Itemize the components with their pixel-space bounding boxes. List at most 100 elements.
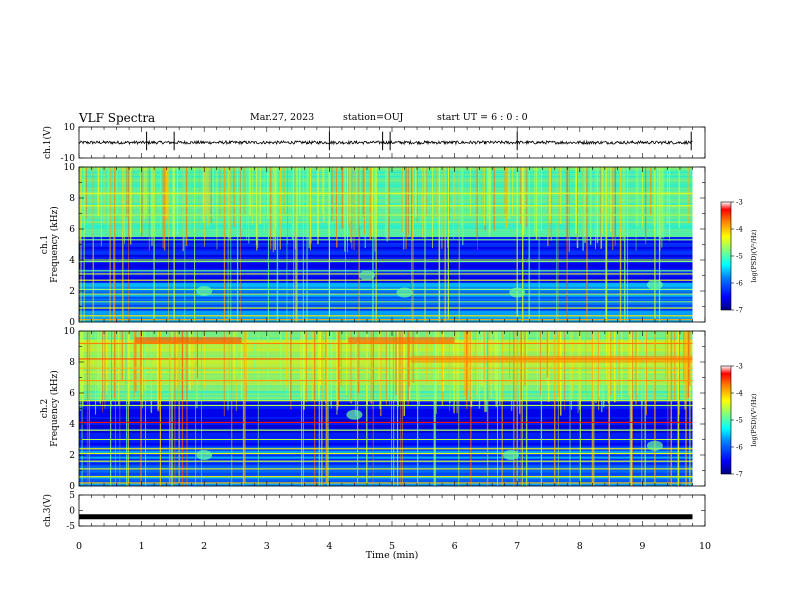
ch1-colorbar-tick-label-0: -3 [736, 199, 743, 207]
spectrogram-band [79, 374, 693, 378]
ch2-spectrogram-tick-label-0: 0 [69, 482, 75, 492]
emission-band-c [410, 355, 693, 363]
spectrogram-band [79, 368, 693, 372]
spectrogram-band [79, 244, 693, 247]
spectrogram-band [79, 310, 693, 313]
date-label: Mar.27, 2023 [250, 112, 315, 123]
x-tick-label-2: 2 [201, 541, 207, 552]
spectrogram-band [79, 462, 693, 465]
spectrogram-band [79, 280, 693, 283]
spectrogram-band [79, 446, 693, 449]
ch2-colorbar-tick-label-2: -5 [736, 417, 743, 425]
x-tick-label-0: 0 [76, 541, 82, 552]
spectrogram-band [79, 372, 693, 376]
spectrogram-band [79, 354, 693, 358]
spectrogram-band [79, 358, 693, 362]
spectrogram-band [79, 248, 693, 251]
spectrogram-band [79, 386, 693, 390]
spectrogram-band [79, 390, 693, 394]
spectrogram-band [79, 296, 693, 299]
spectrogram-band [79, 276, 693, 279]
spectrogram-band [79, 406, 693, 409]
spectrogram-band [79, 408, 693, 411]
ch3-waveform-ylabel: ch.3(V) [42, 494, 53, 527]
spectrogram-band [79, 484, 693, 487]
spectrogram-band [79, 270, 693, 273]
spectrogram-band [79, 472, 693, 475]
ch2-spectrogram-tick-label-2: 4 [69, 420, 75, 430]
station-label: station=OUJ [343, 112, 404, 123]
ch1-waveform-panel [78, 131, 693, 151]
hiss-patch-2 [509, 287, 526, 298]
hiss-patch-1 [502, 450, 519, 460]
hiss-patch-0 [196, 450, 213, 460]
spectrogram-band [79, 478, 693, 481]
x-tick-label-10: 10 [699, 541, 711, 552]
spectrogram-band [79, 264, 693, 267]
spectrogram-band [79, 424, 693, 427]
spectrogram-band [79, 394, 693, 398]
spectrogram-band [79, 356, 693, 360]
spectrogram-band [79, 444, 693, 447]
ch1-spectrogram-tick-label-1: 2 [69, 287, 75, 297]
ch1-waveform-tick-label-1: -10 [61, 154, 76, 164]
ch3-waveform-tick-label-0: 5 [69, 491, 75, 501]
hiss-patch-1 [396, 287, 413, 298]
spectrogram-band [79, 400, 693, 404]
spectrogram-band [79, 388, 693, 392]
ch2-colorbar-label: log(PSD)(V²/Hz) [750, 393, 758, 446]
spectrogram-band [79, 250, 693, 253]
spectrogram-band [79, 448, 693, 451]
spectrogram-band [79, 454, 693, 457]
hiss-patch-3 [346, 409, 363, 420]
ch2-spectrogram-ylabel-frequency: Frequency (kHz) [49, 370, 60, 447]
ch3-waveform-tick-label-2: -5 [66, 522, 75, 532]
spectrogram-band [79, 476, 693, 479]
ch1-colorbar-bar [720, 201, 732, 311]
ch2-spectrogram-panel [79, 331, 693, 487]
spectrogram-band [79, 422, 693, 425]
spectrogram-band [79, 436, 693, 439]
spectrogram-band [79, 442, 693, 445]
spectrogram-band [79, 292, 693, 295]
ch1-colorbar-tick-label-3: -6 [736, 280, 743, 288]
start-ut-label: start UT = 6 : 0 : 0 [437, 112, 528, 123]
x-tick-label-8: 8 [577, 541, 583, 552]
x-tick-label-5: 5 [389, 541, 395, 552]
spectrogram-band [79, 450, 693, 453]
spectrogram-band [79, 266, 693, 269]
ch2-spectrogram-tick-label-3: 6 [69, 389, 75, 399]
spectrogram-band [79, 364, 693, 368]
spectrogram-band [79, 430, 693, 433]
chart-title: VLF Spectra [79, 111, 156, 125]
spectrogram-band [79, 246, 693, 249]
ch1-waveform-tick-label-0: 10 [64, 123, 76, 133]
spectrogram-band [79, 290, 693, 293]
spectrogram-band [79, 416, 693, 419]
spectrogram-band [79, 434, 693, 437]
ch2-colorbar-tick-label-1: -4 [736, 390, 743, 398]
spectrogram-band [79, 346, 693, 350]
ch2-colorbar-bar [720, 365, 732, 475]
spectrogram-band [79, 294, 693, 297]
ch1-spectrogram-tick-label-2: 4 [69, 256, 75, 266]
spectrogram-band [79, 474, 693, 477]
spectrogram-band [79, 278, 693, 281]
ch1-spectrogram-panel [79, 167, 693, 323]
ch1-spectrogram-tick-label-4: 8 [69, 194, 75, 204]
ch3-waveform-tick-label-1: 0 [69, 507, 75, 517]
ch1-colorbar-tick-label-1: -4 [736, 226, 743, 234]
spectrogram-band [79, 242, 693, 245]
spectrogram-band [79, 268, 693, 271]
spectrogram-band [79, 466, 693, 469]
ch1-spectrogram-tick-label-3: 6 [69, 225, 75, 235]
spectrogram-band [79, 362, 693, 366]
ch1-waveform-trace [78, 139, 693, 146]
ch1-spectrogram-tick-label-0: 0 [69, 318, 75, 328]
ch2-colorbar-tick-label-4: -7 [736, 471, 743, 479]
spectrogram-band [79, 456, 693, 459]
spectrogram-band [79, 252, 693, 255]
x-tick-label-6: 6 [452, 541, 458, 552]
